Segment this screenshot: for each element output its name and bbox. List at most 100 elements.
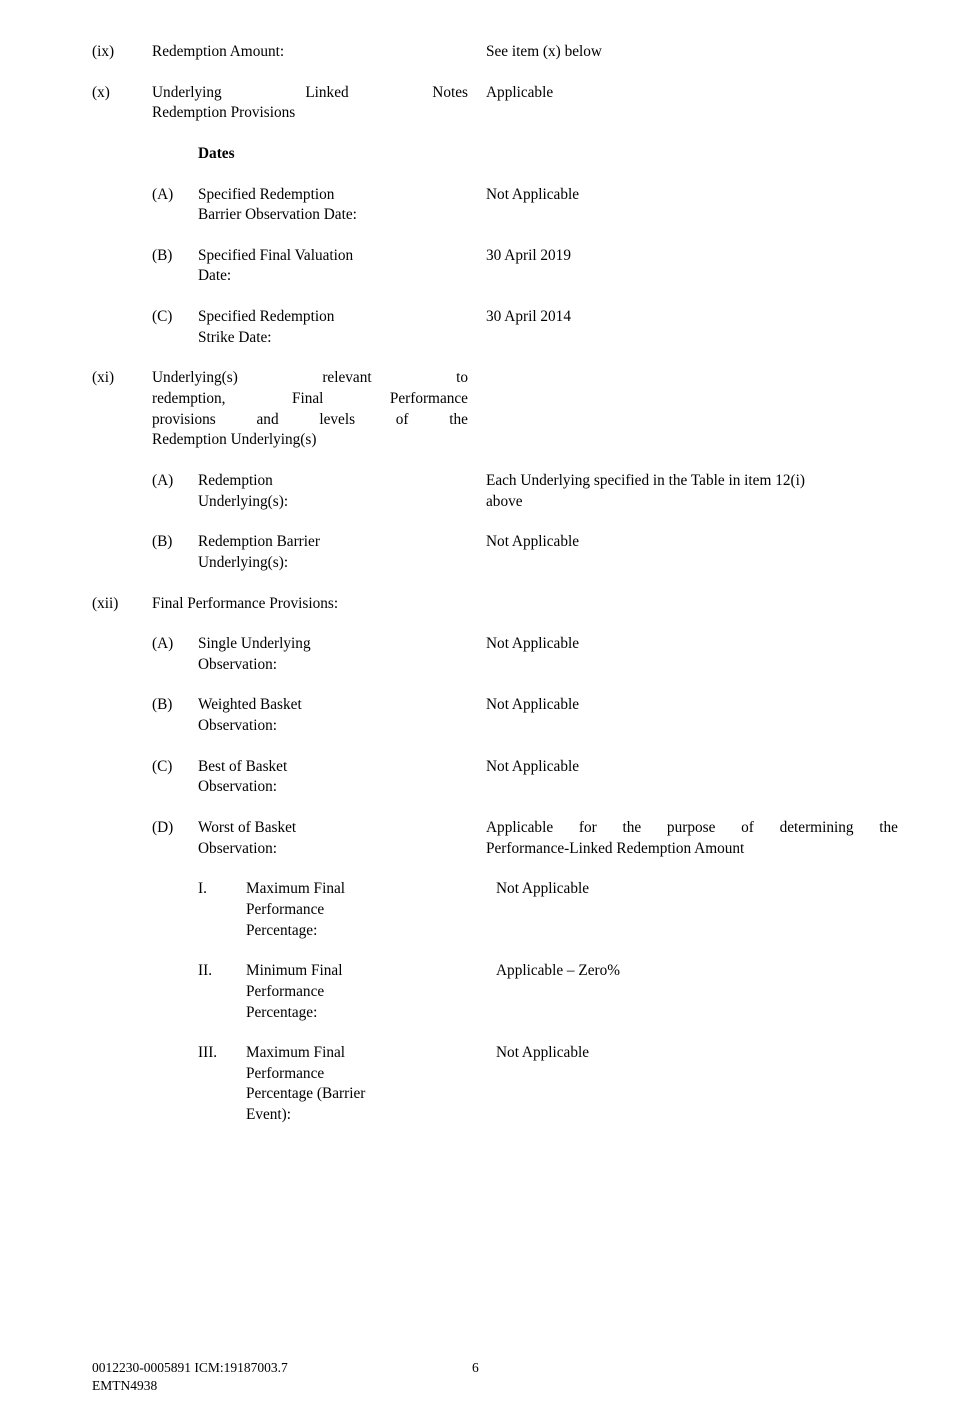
- sub-D3: (D): [152, 818, 198, 839]
- label-ix: Redemption Amount:: [152, 42, 468, 63]
- value-x: Applicable: [468, 83, 898, 104]
- D3-w1: for: [579, 818, 597, 839]
- value-I: Not Applicable: [468, 879, 898, 900]
- xi-l3c: levels: [319, 410, 355, 431]
- idx-ix: (ix): [92, 42, 152, 63]
- x-l1a: Underlying: [152, 83, 222, 104]
- xi-l1b: relevant: [322, 368, 371, 389]
- dates-heading: Dates: [198, 145, 235, 162]
- C3-l2: Observation:: [198, 777, 468, 798]
- D3-v2: Performance-Linked Redemption Amount: [486, 839, 898, 860]
- sub-B2: (B): [152, 532, 198, 553]
- label-C1: Specified Redemption Strike Date:: [198, 307, 468, 348]
- value-B2: Not Applicable: [468, 532, 898, 553]
- label-B2: Redemption Barrier Underlying(s):: [198, 532, 468, 573]
- footer: 0012230-0005891 ICM:19187003.7 6 EMTN493…: [92, 1359, 892, 1395]
- label-A2: Redemption Underlying(s):: [198, 471, 468, 512]
- D3-w0: Applicable: [486, 818, 553, 839]
- III-l2: Performance: [246, 1064, 468, 1085]
- II-l2: Performance: [246, 982, 468, 1003]
- value-D3: Applicable for the purpose of determinin…: [468, 818, 898, 859]
- sub-C1: (C): [152, 307, 198, 328]
- D3-l2: Observation:: [198, 839, 468, 860]
- xi-l1a: Underlying(s): [152, 368, 238, 389]
- III-l3: Percentage (Barrier: [246, 1084, 468, 1105]
- A2-l2: Underlying(s):: [198, 492, 468, 513]
- A1-l1: Specified Redemption: [198, 185, 468, 206]
- A2-l1: Redemption: [198, 471, 468, 492]
- xi-l2c: Performance: [390, 389, 468, 410]
- label-C3: Best of Basket Observation:: [198, 757, 468, 798]
- C1-l1: Specified Redemption: [198, 307, 468, 328]
- C1-l2: Strike Date:: [198, 328, 468, 349]
- rn-II: II.: [198, 961, 246, 982]
- footer-page: 6: [472, 1359, 532, 1377]
- xi-l3e: the: [449, 410, 468, 431]
- value-II: Applicable – Zero%: [468, 961, 898, 982]
- D3-w2: the: [622, 818, 641, 839]
- sub-A2: (A): [152, 471, 198, 492]
- B2-l1: Redemption Barrier: [198, 532, 468, 553]
- A1-l2: Barrier Observation Date:: [198, 205, 468, 226]
- value-A3: Not Applicable: [468, 634, 898, 655]
- value-C1: 30 April 2014: [468, 307, 898, 328]
- I-l3: Percentage:: [246, 921, 468, 942]
- sub-C3: (C): [152, 757, 198, 778]
- rn-I: I.: [198, 879, 246, 900]
- label-x: Underlying Linked Notes Redemption Provi…: [152, 83, 468, 124]
- sub-A3: (A): [152, 634, 198, 655]
- A3-l2: Observation:: [198, 655, 468, 676]
- label-II: Minimum Final Performance Percentage:: [246, 961, 468, 1023]
- B3-l1: Weighted Basket: [198, 695, 468, 716]
- xi-l2a: redemption,: [152, 389, 226, 410]
- label-III: Maximum Final Performance Percentage (Ba…: [246, 1043, 468, 1126]
- D3-w4: of: [741, 818, 754, 839]
- label-A3: Single Underlying Observation:: [198, 634, 468, 675]
- III-l1: Maximum Final: [246, 1043, 468, 1064]
- I-l1: Maximum Final: [246, 879, 468, 900]
- idx-xi: (xi): [92, 368, 152, 389]
- sub-A1: (A): [152, 185, 198, 206]
- D3-l1: Worst of Basket: [198, 818, 468, 839]
- xi-l4: Redemption Underlying(s): [152, 430, 468, 451]
- A2-v1: Each Underlying specified in the Table i…: [486, 471, 898, 492]
- value-C3: Not Applicable: [468, 757, 898, 778]
- xi-l1c: to: [456, 368, 468, 389]
- label-B3: Weighted Basket Observation:: [198, 695, 468, 736]
- label-D3: Worst of Basket Observation:: [198, 818, 468, 859]
- D3-w3: purpose: [667, 818, 715, 839]
- II-l1: Minimum Final: [246, 961, 468, 982]
- label-xi: Underlying(s) relevant to redemption, Fi…: [152, 368, 468, 451]
- label-xii: Final Performance Provisions:: [152, 594, 468, 615]
- sub-B3: (B): [152, 695, 198, 716]
- xi-l3b: and: [257, 410, 279, 431]
- value-B1: 30 April 2019: [468, 246, 898, 267]
- xi-l3a: provisions: [152, 410, 216, 431]
- D3-w6: the: [879, 818, 898, 839]
- idx-x: (x): [92, 83, 152, 104]
- value-A2: Each Underlying specified in the Table i…: [468, 471, 898, 512]
- value-B3: Not Applicable: [468, 695, 898, 716]
- rn-III: III.: [198, 1043, 246, 1064]
- label-A1: Specified Redemption Barrier Observation…: [198, 185, 468, 226]
- xi-l2b: Final: [292, 389, 323, 410]
- value-A1: Not Applicable: [468, 185, 898, 206]
- B3-l2: Observation:: [198, 716, 468, 737]
- value-III: Not Applicable: [468, 1043, 898, 1064]
- III-l4: Event):: [246, 1105, 468, 1126]
- footer-line2: EMTN4938: [92, 1377, 892, 1395]
- B2-l2: Underlying(s):: [198, 553, 468, 574]
- xi-l3d: of: [396, 410, 409, 431]
- value-ix: See item (x) below: [468, 42, 898, 63]
- A3-l1: Single Underlying: [198, 634, 468, 655]
- I-l2: Performance: [246, 900, 468, 921]
- x-l1c: Notes: [432, 83, 468, 104]
- footer-line1: 0012230-0005891 ICM:19187003.7: [92, 1359, 472, 1377]
- D3-w5: determining: [780, 818, 854, 839]
- label-B1: Specified Final Valuation Date:: [198, 246, 468, 287]
- A2-v2: above: [486, 492, 898, 513]
- sub-B1: (B): [152, 246, 198, 267]
- B1-l1: Specified Final Valuation: [198, 246, 468, 267]
- x-l2: Redemption Provisions: [152, 103, 468, 124]
- x-l1b: Linked: [305, 83, 348, 104]
